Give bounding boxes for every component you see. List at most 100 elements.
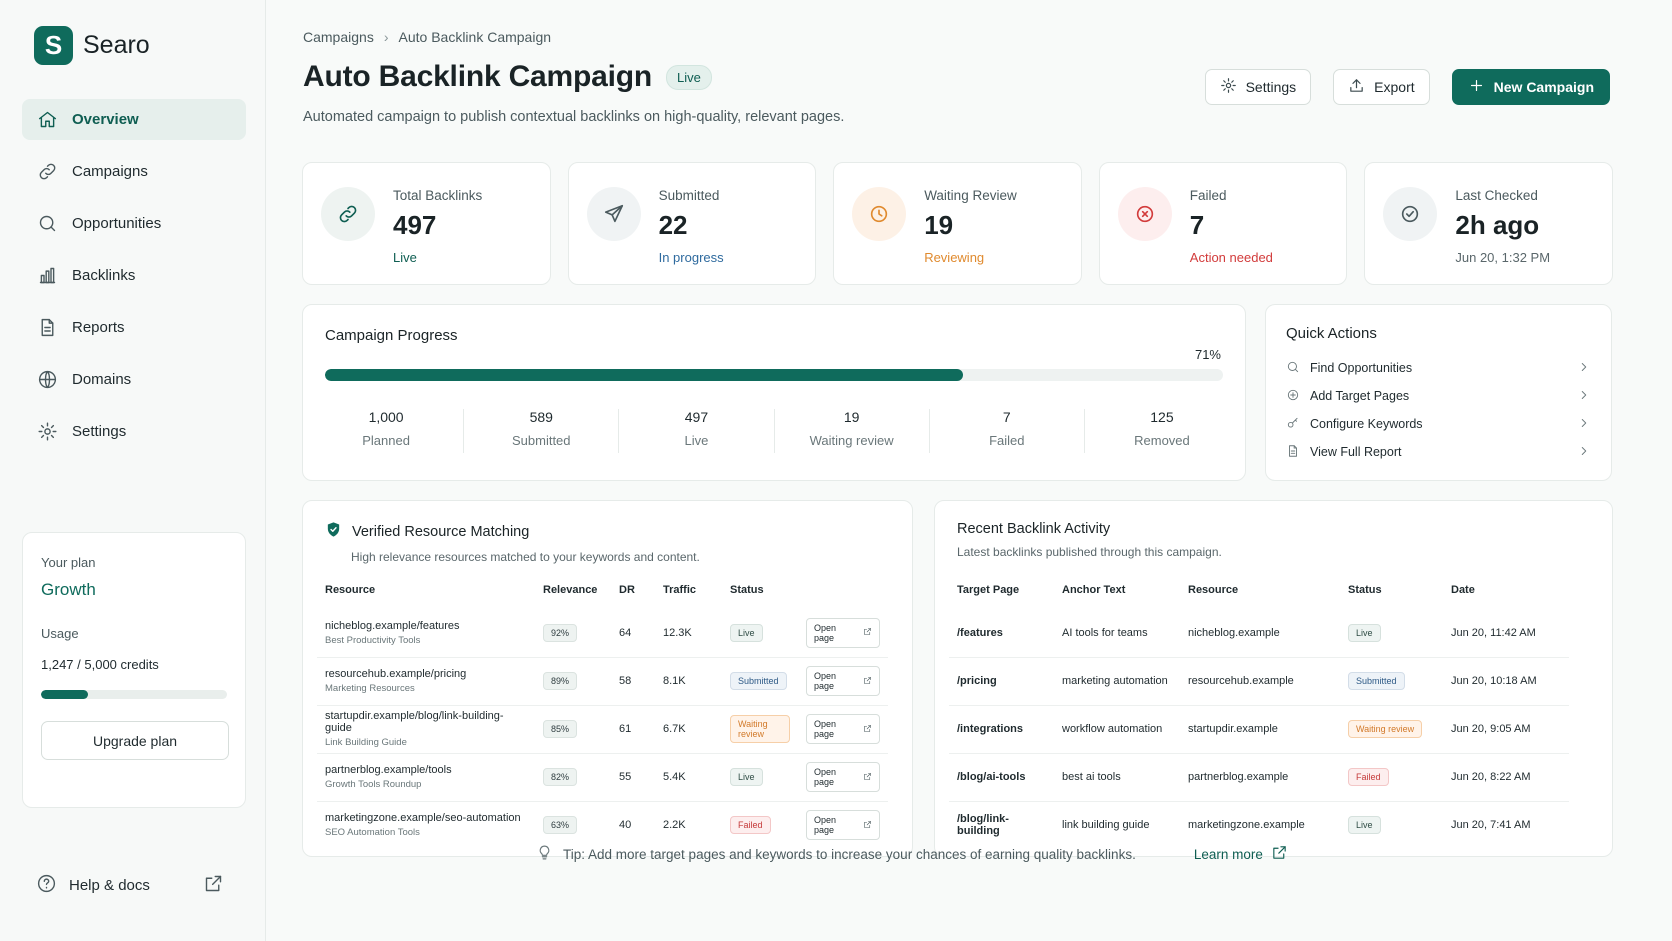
sidebar-nav: Overview Campaigns Opportunities Backlin… — [22, 99, 246, 463]
sidebar-item-opportunities[interactable]: Opportunities — [22, 203, 246, 244]
chevron-right-icon — [1577, 360, 1591, 377]
date-cell: Jun 20, 9:05 AM — [1443, 704, 1569, 753]
column-header[interactable]: Status — [1348, 584, 1382, 596]
help-docs-link[interactable]: Help & docs — [36, 873, 224, 898]
quick-actions-card: Quick Actions Find Opportunities Add Tar… — [1265, 304, 1612, 481]
card-description: High relevance resources matched to your… — [351, 550, 700, 564]
settings-button[interactable]: Settings — [1204, 69, 1312, 105]
quick-action-configure-keywords[interactable]: Configure Keywords — [1286, 410, 1591, 438]
open-page-button[interactable]: Open page — [806, 810, 880, 841]
target-page-cell[interactable]: /blog/ai-tools — [949, 752, 1054, 801]
anchor-text-cell: link building guide — [1054, 800, 1180, 849]
brand-name: Searo — [83, 31, 150, 59]
verified-resources-card: Verified Resource Matching High relevanc… — [302, 500, 913, 857]
breadcrumb-campaigns[interactable]: Campaigns — [303, 29, 374, 45]
resource-url[interactable]: resourcehub.example/pricing — [325, 668, 467, 680]
target-page-cell[interactable]: /features — [957, 626, 1003, 639]
status-cell: Waiting review — [722, 704, 798, 753]
status-cell: Live — [1340, 609, 1443, 657]
table-row: resourcehub.example/pricing Marketing Res… — [317, 656, 888, 705]
column-header[interactable]: Anchor Text — [1062, 584, 1126, 596]
status-badge: Submitted — [1348, 672, 1405, 690]
column-header[interactable]: Relevance — [543, 584, 598, 596]
progress-stat-label: Planned — [362, 433, 410, 448]
upload-icon — [1348, 77, 1365, 97]
column-header[interactable]: Target Page — [957, 584, 1020, 596]
resource-cell[interactable]: startupdir.example — [1180, 704, 1340, 753]
sidebar-item-label: Domains — [72, 371, 132, 388]
stat-card-submitted: Submitted 22 In progress — [567, 162, 817, 285]
external-link-icon — [863, 772, 872, 783]
progress-stat-value: 1,000 — [368, 409, 404, 425]
open-page-label: Open page — [814, 815, 837, 836]
card-title: Quick Actions — [1286, 325, 1377, 342]
sidebar-item-domains[interactable]: Domains — [22, 359, 246, 400]
sidebar-item-settings[interactable]: Settings — [22, 411, 246, 452]
globe-icon — [36, 369, 58, 391]
title-row: Auto Backlink Campaign Live — [303, 60, 712, 94]
table-row: /pricing marketing automation resourcehub.… — [949, 656, 1569, 705]
card-header: Verified Resource Matching High relevanc… — [325, 521, 700, 564]
stat-value: 497 — [393, 210, 437, 240]
open-page-button[interactable]: Open page — [806, 617, 880, 648]
learn-more-link[interactable]: Learn more — [1194, 844, 1288, 864]
resource-cell[interactable]: partnerblog.example — [1180, 752, 1340, 801]
resource-cell[interactable]: resourcehub.example — [1180, 656, 1340, 705]
column-header[interactable]: Traffic — [663, 584, 697, 596]
status-badge: Live — [666, 64, 712, 90]
quick-action-view-full-report[interactable]: View Full Report — [1286, 438, 1591, 466]
resource-url[interactable]: nicheblog.example/features — [325, 619, 460, 632]
open-page-button[interactable]: Open page — [806, 762, 880, 792]
quick-action-find-opportunities[interactable]: Find Opportunities — [1286, 354, 1591, 382]
main-content: Campaigns › Auto Backlink Campaign Auto … — [266, 0, 1672, 941]
tip-bar: Tip: Add more target pages and keywords … — [536, 844, 1288, 864]
column-header[interactable]: Status — [730, 584, 764, 596]
relevance-cell: 85% — [535, 704, 611, 753]
link-icon — [321, 187, 375, 241]
table-row: /integrations workflow automation startupd… — [949, 704, 1569, 753]
target-page-cell[interactable]: /blog/link-building — [949, 800, 1054, 849]
quick-action-add-target-pages[interactable]: Add Target Pages — [1286, 382, 1591, 410]
progress-stat-value: 19 — [843, 409, 860, 425]
column-header[interactable]: Date — [1451, 584, 1475, 596]
sidebar-item-label: Campaigns — [72, 163, 148, 180]
upgrade-plan-button[interactable]: Upgrade plan — [41, 721, 229, 760]
sidebar-item-overview[interactable]: Overview — [22, 99, 246, 140]
stat-value: 22 — [658, 210, 688, 240]
resource-name: Best Productivity Tools — [325, 634, 421, 646]
sidebar-item-campaigns[interactable]: Campaigns — [22, 151, 246, 192]
status-badge: Live — [1348, 623, 1381, 642]
open-page-button[interactable]: Open page — [806, 714, 880, 744]
stat-card-failed: Failed 7 Action needed — [1098, 162, 1348, 285]
status-cell: Failed — [1340, 752, 1443, 801]
stat-sub: In progress — [658, 250, 724, 265]
column-header[interactable]: DR — [619, 584, 635, 596]
resource-url[interactable]: marketingzone.example/seo-automation — [325, 812, 521, 825]
sidebar-item-label: Opportunities — [72, 215, 162, 232]
status-badge: Submitted — [730, 672, 787, 690]
open-page-button[interactable]: Open page — [806, 666, 880, 696]
quick-actions-list: Find Opportunities Add Target Pages Conf… — [1286, 354, 1591, 466]
anchor-text-cell: AI tools for teams — [1062, 626, 1148, 639]
resource-url[interactable]: partnerblog.example/tools — [325, 764, 452, 776]
column-header[interactable]: Resource — [1188, 584, 1239, 596]
target-page-cell[interactable]: /integrations — [949, 704, 1054, 753]
resource-cell[interactable]: marketingzone.example — [1180, 800, 1340, 849]
export-button[interactable]: Export — [1333, 69, 1430, 105]
brand[interactable]: S Searo — [34, 26, 150, 65]
sidebar-item-reports[interactable]: Reports — [22, 307, 246, 348]
column-header[interactable]: Resource — [325, 584, 376, 596]
sidebar-item-backlinks[interactable]: Backlinks — [22, 255, 246, 296]
traffic-cell: 8.1K — [655, 656, 722, 705]
new-campaign-button[interactable]: New Campaign — [1451, 69, 1610, 105]
stat-sub: Live — [393, 250, 417, 265]
target-page-cell[interactable]: /pricing — [949, 656, 1054, 705]
resource-cell[interactable]: nicheblog.example — [1188, 626, 1280, 639]
usage-progress-bar — [41, 690, 227, 699]
card-title-row: Verified Resource Matching — [325, 521, 700, 542]
sidebar-item-label: Reports — [72, 319, 125, 336]
progress-stat-label: Submitted — [511, 433, 571, 448]
progress-percent: 71% — [1194, 347, 1221, 362]
resource-url[interactable]: startupdir.example/blog/link-building-gu… — [325, 710, 504, 734]
table-row: marketingzone.example/seo-automation SEO … — [317, 800, 888, 849]
